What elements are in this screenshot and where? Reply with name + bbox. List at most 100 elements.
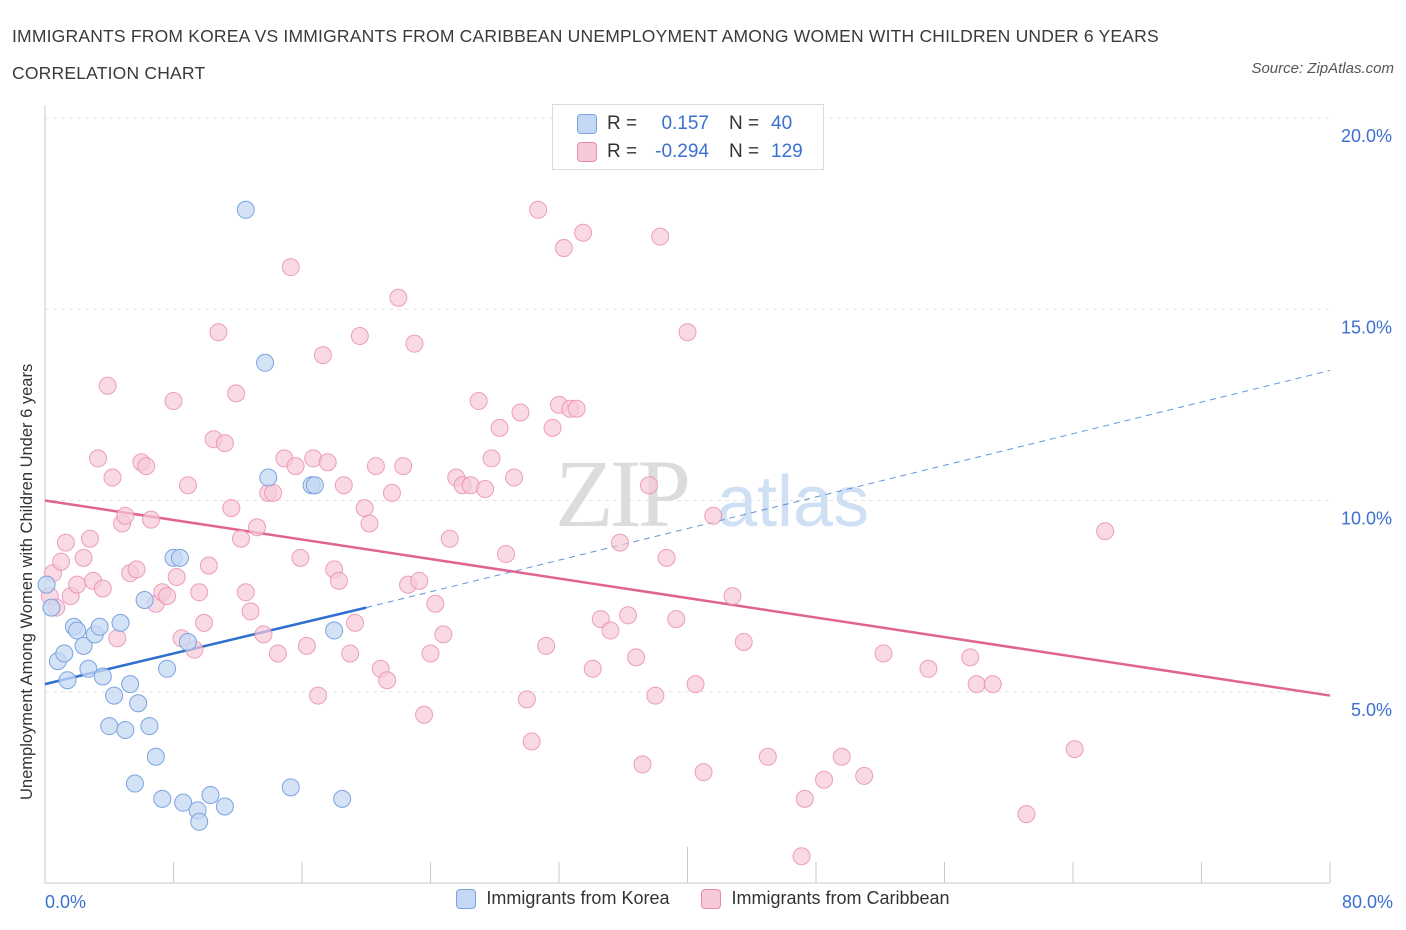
korea-point	[178, 633, 197, 652]
caribbean-point	[74, 548, 93, 567]
caribbean-point	[264, 483, 283, 502]
caribbean-point	[426, 594, 445, 613]
watermark: ZIP atlas	[555, 440, 869, 547]
caribbean-point	[378, 671, 397, 690]
chart-title: IMMIGRANTS FROM KOREA VS IMMIGRANTS FROM…	[12, 26, 1159, 83]
legend-korea-swatch	[456, 888, 477, 909]
korea-point	[146, 747, 165, 766]
caribbean-point	[792, 847, 811, 866]
caribbean-point	[93, 579, 112, 598]
caribbean-point	[646, 686, 665, 705]
korea-point	[259, 468, 278, 487]
x-tick-label-max: 80.0%	[1342, 892, 1393, 912]
watermark-atlas: atlas	[717, 462, 869, 542]
caribbean-point	[633, 755, 652, 774]
caribbean-point	[318, 453, 337, 472]
korea-point	[140, 717, 159, 736]
caribbean-point	[723, 587, 742, 606]
caribbean-point	[80, 529, 99, 548]
korea-point	[93, 667, 112, 686]
stats-row-caribbean: R = -0.294 N = 129	[577, 137, 803, 167]
korea-point	[236, 200, 255, 219]
caribbean-point	[195, 613, 214, 632]
caribbean-point	[215, 434, 234, 453]
caribbean-point	[482, 449, 501, 468]
korea-point	[105, 686, 124, 705]
axes	[44, 105, 1331, 884]
legend-item-caribbean[interactable]: Immigrants from Caribbean	[701, 888, 950, 909]
caribbean-point	[734, 633, 753, 652]
caribbean-point	[591, 610, 610, 629]
korea-point	[37, 575, 56, 594]
caribbean-point	[490, 418, 509, 437]
caribbean-point	[537, 636, 556, 655]
caribbean-point	[178, 476, 197, 495]
caribbean-n-label: N =	[729, 141, 760, 162]
korea-point	[170, 548, 189, 567]
caribbean-point	[496, 545, 515, 564]
caribbean-point	[611, 533, 630, 552]
caribbean-point	[382, 483, 401, 502]
caribbean-point	[855, 766, 874, 785]
caribbean-point	[627, 648, 646, 667]
caribbean-point	[440, 529, 459, 548]
caribbean-point	[355, 499, 374, 518]
caribbean-point	[961, 648, 980, 667]
caribbean-point	[236, 583, 255, 602]
caribbean-point	[1017, 805, 1036, 824]
caribbean-point	[704, 506, 723, 525]
caribbean-point	[832, 747, 851, 766]
caribbean-swatch	[577, 142, 597, 162]
legend-caribbean-swatch	[701, 888, 722, 909]
caribbean-point	[297, 636, 316, 655]
caribbean-point	[651, 227, 670, 246]
caribbean-point	[815, 770, 834, 789]
korea-r-label: R =	[607, 113, 638, 134]
caribbean-point	[657, 548, 676, 567]
caribbean-point	[967, 675, 986, 694]
caribbean-point	[567, 399, 586, 418]
caribbean-point	[639, 476, 658, 495]
caribbean-point	[410, 571, 429, 590]
caribbean-point	[281, 258, 300, 277]
caribbean-point	[434, 625, 453, 644]
korea-point	[79, 659, 98, 678]
korea-point	[90, 617, 109, 636]
caribbean-point	[346, 613, 365, 632]
caribbean-point	[103, 468, 122, 487]
caribbean-point	[686, 675, 705, 694]
korea-point	[256, 353, 275, 372]
y-tick-label: 15.0%	[1341, 317, 1392, 337]
korea-point	[68, 621, 87, 640]
korea-point	[111, 613, 130, 632]
caribbean-point	[56, 533, 75, 552]
caribbean-point	[421, 644, 440, 663]
caribbean-point	[199, 556, 218, 575]
caribbean-trend-line	[44, 499, 1331, 697]
caribbean-point	[167, 568, 186, 586]
korea-swatch	[577, 114, 597, 134]
caribbean-point	[554, 239, 573, 258]
caribbean-point	[1065, 740, 1084, 759]
caribbean-point	[360, 514, 379, 533]
korea-point	[42, 598, 61, 617]
korea-point	[190, 812, 209, 831]
korea-point	[129, 694, 148, 713]
caribbean-point	[268, 644, 287, 663]
caribbean-point	[469, 392, 488, 411]
stats-legend: R = 0.157 N = 40 R = -0.294 N = 129	[552, 104, 824, 170]
caribbean-point	[505, 468, 524, 487]
korea-point	[174, 793, 193, 812]
legend-item-korea[interactable]: Immigrants from Korea	[456, 888, 669, 909]
korea-point	[58, 671, 77, 690]
legend-korea-label: Immigrants from Korea	[486, 888, 670, 908]
caribbean-point	[511, 403, 530, 422]
x-tick-label-min: 0.0%	[45, 892, 86, 912]
korea-r-value: 0.157	[661, 113, 709, 134]
caribbean-point	[309, 686, 328, 705]
korea-point	[135, 590, 154, 609]
y-axis-label: Unemployment Among Women with Children U…	[18, 363, 36, 800]
caribbean-point	[341, 644, 360, 663]
korea-trend-extension	[366, 369, 1331, 609]
caribbean-point	[158, 587, 177, 606]
